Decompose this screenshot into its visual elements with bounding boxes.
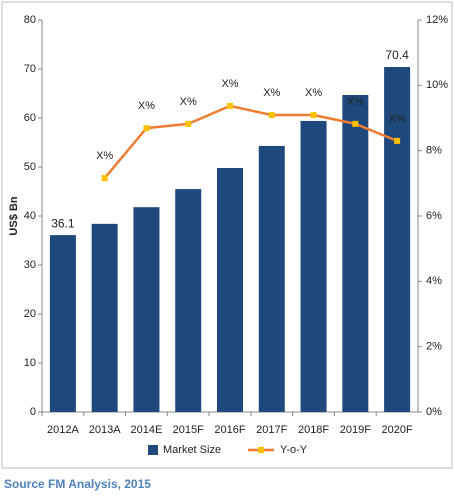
source: Source FM Analysis, 2015: [4, 477, 151, 491]
line-label: X%: [347, 96, 364, 108]
y2-tick-label: 2%: [426, 341, 442, 353]
y2-tick-label: 8%: [426, 145, 442, 157]
y-tick-label: 40: [24, 210, 36, 222]
line-label: X%: [389, 113, 406, 125]
y-tick-label: 20: [24, 308, 36, 320]
bar: [91, 223, 118, 412]
y-tick-label: 60: [24, 112, 36, 124]
y-tick-label: 70: [24, 63, 36, 75]
line-marker: [310, 112, 317, 119]
line-label: X%: [263, 87, 280, 99]
line: [103, 104, 398, 179]
y-tick-label: 80: [24, 14, 36, 26]
y2-tick-label: 10%: [426, 79, 448, 91]
x-tick-label: 2020F: [382, 424, 413, 436]
legend-marker: [258, 447, 264, 453]
y-tick-label: 50: [24, 161, 36, 173]
legend-swatch: [148, 445, 158, 455]
bar: [133, 207, 160, 412]
bar: [217, 167, 243, 412]
bar: [175, 189, 202, 412]
legend-label: Y-o-Y: [280, 444, 308, 456]
x-tick-label: 2016F: [214, 424, 245, 436]
bar-label: 70.4: [385, 48, 409, 62]
y2-tick-label: 4%: [426, 275, 442, 287]
x-tick-label: 2015F: [173, 424, 204, 436]
line-marker: [227, 102, 233, 109]
x-tick-label: 2019F: [340, 424, 371, 436]
bar: [384, 67, 411, 412]
bar: [49, 235, 76, 412]
bar-label: 36.1: [51, 216, 75, 230]
line-label: X%: [138, 100, 155, 112]
y-axis-label: US$ Bn: [8, 196, 20, 235]
line-label: X%: [305, 87, 322, 99]
line-marker: [143, 125, 150, 132]
line-label: X%: [221, 78, 238, 90]
y-tick-label: 0: [30, 406, 36, 418]
line-label: X%: [180, 96, 197, 108]
line-marker: [394, 137, 401, 144]
bar: [300, 120, 327, 412]
line-marker: [268, 112, 275, 119]
x-tick-label: 2014E: [131, 424, 163, 436]
y2-tick-label: 12%: [426, 14, 448, 26]
x-tick-label: 2017F: [256, 424, 287, 436]
y2-tick-label: 6%: [426, 210, 442, 222]
line-marker: [185, 120, 192, 127]
y-tick-label: 10: [24, 357, 36, 369]
line-marker: [101, 175, 108, 182]
x-tick-label: 2012A: [47, 424, 79, 436]
y2-tick-label: 0%: [426, 406, 442, 418]
line-label: X%: [96, 150, 113, 162]
x-tick-label: 2018F: [298, 424, 329, 436]
bar: [342, 94, 369, 412]
x-tick-label: 2013A: [89, 424, 121, 436]
y-tick-label: 30: [24, 259, 36, 271]
line-marker: [352, 120, 359, 127]
bar: [258, 145, 285, 412]
legend-label: Market Size: [163, 444, 221, 456]
